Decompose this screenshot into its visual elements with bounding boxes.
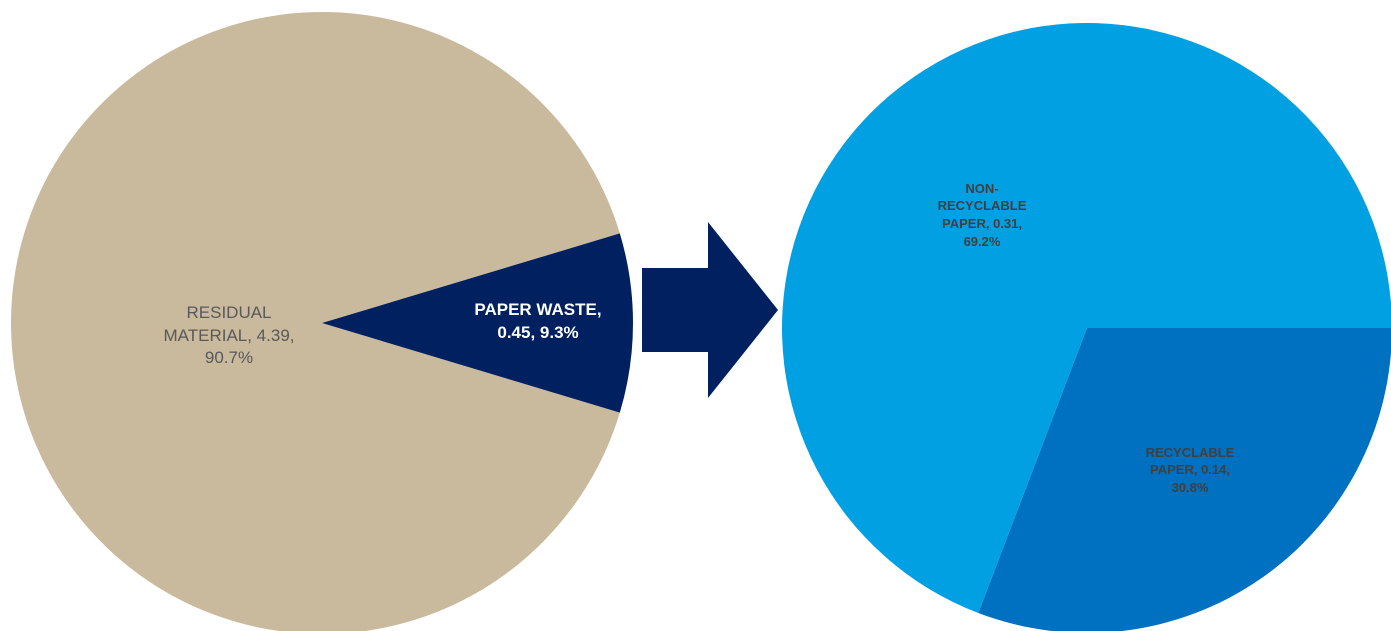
slice-label-box: RECYCLABLE PAPER, 0.14, 30.8%	[1134, 390, 1246, 550]
slice-label: PAPER WASTE, 0.45, 9.3%	[474, 300, 602, 342]
slice-label: RESIDUAL MATERIAL, 4.39, 90.7%	[163, 302, 295, 368]
slice-label: RECYCLABLE PAPER, 0.14, 30.8%	[1145, 444, 1235, 495]
slice-label-wrap: RESIDUAL MATERIAL, 4.39, 90.7%	[159, 256, 299, 416]
slice-label-wrap: NON-RECYCLABLE PAPER, 0.31, 69.2%	[932, 135, 1032, 295]
slice-label-box: RESIDUAL MATERIAL, 4.39, 90.7%	[159, 256, 299, 416]
slice-label-box: PAPER WASTE, 0.45, 9.3%	[468, 242, 608, 402]
pie-slice	[978, 328, 1391, 631]
pie-slice	[322, 233, 633, 413]
arrow	[642, 222, 778, 398]
slice-label-wrap: PAPER WASTE, 0.45, 9.3%	[468, 242, 608, 402]
pie-slice	[11, 12, 620, 631]
slice-label: NON-RECYCLABLE PAPER, 0.31, 69.2%	[937, 180, 1027, 249]
slice-label-box: NON-RECYCLABLE PAPER, 0.31, 69.2%	[932, 135, 1032, 295]
pie-slice	[782, 23, 1391, 613]
slice-label-wrap: RECYCLABLE PAPER, 0.14, 30.8%	[1134, 390, 1246, 550]
